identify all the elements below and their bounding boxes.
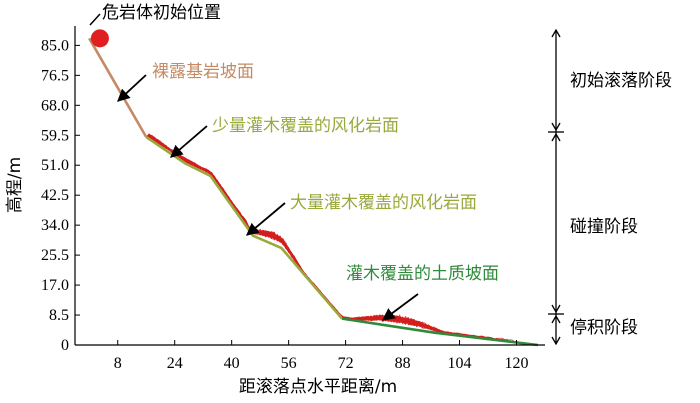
slope-segment bbox=[145, 135, 211, 177]
slope-segment bbox=[88, 37, 148, 138]
x-tick-label: 24 bbox=[167, 355, 183, 372]
x-tick-label: 120 bbox=[505, 355, 529, 372]
y-tick-label: 42.5 bbox=[41, 187, 69, 204]
initial-position-pointer bbox=[89, 13, 101, 26]
x-axis-title: 距滚落点水平距离/m bbox=[239, 377, 397, 397]
trajectory-line bbox=[146, 134, 503, 342]
trajectory-line bbox=[146, 135, 378, 321]
stage-label-deposition: 停积阶段 bbox=[570, 318, 638, 338]
x-tick-label: 72 bbox=[338, 355, 354, 372]
label-soil-slope: 灌木覆盖的土质坡面 bbox=[346, 264, 499, 284]
y-tick-label: 0 bbox=[61, 337, 69, 354]
label-dense-shrub: 大量灌木覆盖的风化岩面 bbox=[290, 193, 477, 213]
trajectory-line bbox=[146, 135, 389, 321]
label-bare-bedrock: 裸露基岩坡面 bbox=[152, 62, 254, 82]
stage-bracket-arrowhead bbox=[551, 336, 561, 346]
slope-segment bbox=[209, 175, 343, 320]
trajectory-line bbox=[146, 134, 378, 321]
stage-label-collision: 碰撞阶段 bbox=[570, 217, 638, 237]
y-tick-label: 8.5 bbox=[49, 307, 69, 324]
trajectory-line bbox=[146, 135, 409, 323]
arrow-bare-bedrock bbox=[117, 74, 147, 102]
trajectory-line bbox=[146, 136, 395, 321]
trajectory-line bbox=[146, 135, 369, 321]
arrow-sparse-shrub bbox=[170, 125, 208, 158]
label-sparse-shrub: 少量灌木覆盖的风化岩面 bbox=[212, 116, 399, 136]
y-tick-label: 51.0 bbox=[41, 157, 69, 174]
y-axis-ticks: 0 8.5 17.0 25.5 34.0 42.5 51.0 59.5 68.0 76.5 85.0 bbox=[41, 37, 80, 354]
trajectory-line bbox=[146, 135, 494, 341]
x-tick-label: 8 bbox=[114, 355, 122, 372]
y-tick-label: 85.0 bbox=[41, 37, 69, 54]
trajectory-line bbox=[146, 136, 372, 320]
y-tick-label: 25.5 bbox=[41, 247, 69, 264]
trajectory-line bbox=[146, 136, 395, 321]
rockfall-trajectories bbox=[145, 133, 514, 343]
x-tick-label: 104 bbox=[448, 355, 472, 372]
arrow-dense-shrub bbox=[246, 202, 286, 236]
x-tick-label: 88 bbox=[395, 355, 411, 372]
arrow-soil-slope bbox=[381, 293, 419, 321]
stage-bracket-arrowhead bbox=[551, 304, 561, 314]
trajectory-line bbox=[146, 136, 380, 320]
y-tick-label: 17.0 bbox=[41, 277, 69, 294]
stage-brackets: 初始滚落阶段 碰撞阶段 停积阶段 bbox=[548, 28, 672, 346]
trajectory-line bbox=[146, 136, 372, 321]
trajectory-line bbox=[146, 134, 514, 342]
slope-profile bbox=[88, 37, 539, 347]
trajectory-line bbox=[146, 134, 509, 341]
y-tick-label: 34.0 bbox=[41, 217, 69, 234]
stage-bracket-arrowhead bbox=[551, 132, 561, 142]
stage-bracket-arrowhead bbox=[551, 314, 561, 324]
trajectory-line bbox=[145, 133, 491, 340]
y-tick-label: 59.5 bbox=[41, 127, 69, 144]
x-tick-label: 56 bbox=[281, 355, 297, 372]
trajectory-line bbox=[146, 134, 514, 341]
stage-label-initial: 初始滚落阶段 bbox=[570, 71, 672, 91]
trajectory-line bbox=[146, 134, 372, 321]
trajectory-line bbox=[146, 134, 511, 342]
stage-bracket-arrowhead bbox=[551, 28, 561, 38]
trajectory-line bbox=[146, 136, 394, 321]
stage-bracket-arrowhead bbox=[551, 122, 561, 132]
x-tick-label: 40 bbox=[224, 355, 240, 372]
y-tick-label: 68.0 bbox=[41, 97, 69, 114]
trajectory-line bbox=[146, 134, 509, 342]
trajectory-line bbox=[146, 136, 386, 321]
trajectory-line bbox=[146, 135, 380, 321]
y-axis-title: 高程/m bbox=[5, 157, 25, 213]
trajectory-line bbox=[146, 135, 395, 323]
initial-rock-marker bbox=[90, 29, 109, 48]
y-tick-label: 76.5 bbox=[41, 67, 69, 84]
initial-position-label: 危岩体初始位置 bbox=[102, 3, 221, 23]
x-axis-ticks: 8 24 40 56 72 88 104 120 bbox=[114, 340, 529, 372]
slope-segment bbox=[341, 317, 539, 347]
trajectory-line bbox=[146, 136, 420, 327]
